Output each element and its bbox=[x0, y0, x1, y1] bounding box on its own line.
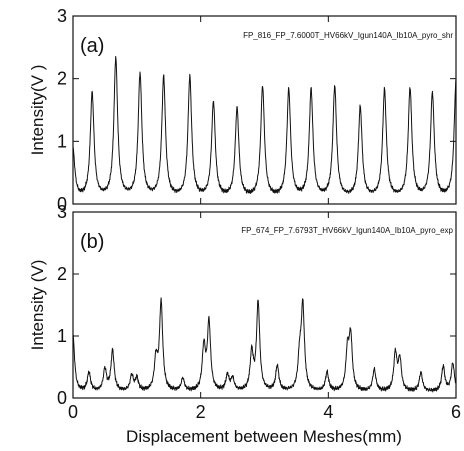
x-axis-label: Displacement between Meshes(mm) bbox=[126, 427, 402, 446]
panel-a-y-tick-label-0: 0 bbox=[57, 194, 67, 214]
panel-a-y-axis-label: Intensity(V ) bbox=[28, 65, 47, 156]
panel-b-x-tick-label-4: 4 bbox=[323, 402, 333, 422]
panel-b-y-tick-label-2: 2 bbox=[57, 264, 67, 284]
panel-b-x-tick-label-0: 0 bbox=[68, 402, 78, 422]
panel-b-y-tick-label-0: 0 bbox=[57, 388, 67, 408]
panel-b-y-tick-label-3: 3 bbox=[57, 202, 67, 222]
panel-b-x-tick-label-6: 6 bbox=[451, 402, 461, 422]
panel-b-ticks: 0 1 2 3 0 2 4 6 bbox=[57, 202, 461, 422]
panel-a: (a) FP_816_FP_7.6000T_HV66kV_Igun140A_Ib… bbox=[28, 6, 457, 214]
panel-a-y-tick-label-2: 2 bbox=[57, 69, 67, 89]
panel-b: (b) FP_674_FP_7.6793T_HV66kV_Igun140A_Ib… bbox=[28, 202, 461, 422]
panel-b-frame bbox=[72, 211, 457, 399]
panel-b-x-tick-label-2: 2 bbox=[196, 402, 206, 422]
panel-b-y-tick-label-1: 1 bbox=[57, 326, 67, 346]
panel-a-label: (a) bbox=[80, 35, 104, 57]
panel-b-series-line bbox=[72, 297, 457, 393]
panel-b-annotation: FP_674_FP_7.6793T_HV66kV_Igun140A_Ib10A_… bbox=[241, 226, 453, 235]
panel-a-y-tick-label-1: 1 bbox=[57, 131, 67, 151]
panel-a-annotation: FP_816_FP_7.6000T_HV66kV_Igun140A_Ib10A_… bbox=[243, 31, 453, 40]
panel-a-ticks: 0 1 2 3 bbox=[57, 6, 457, 214]
panel-a-frame bbox=[72, 15, 457, 205]
panel-b-y-axis-label: Intensity (V) bbox=[28, 260, 47, 351]
panel-a-series-line bbox=[72, 55, 457, 194]
panel-a-y-tick-label-3: 3 bbox=[57, 6, 67, 26]
panel-b-label: (b) bbox=[80, 231, 104, 253]
